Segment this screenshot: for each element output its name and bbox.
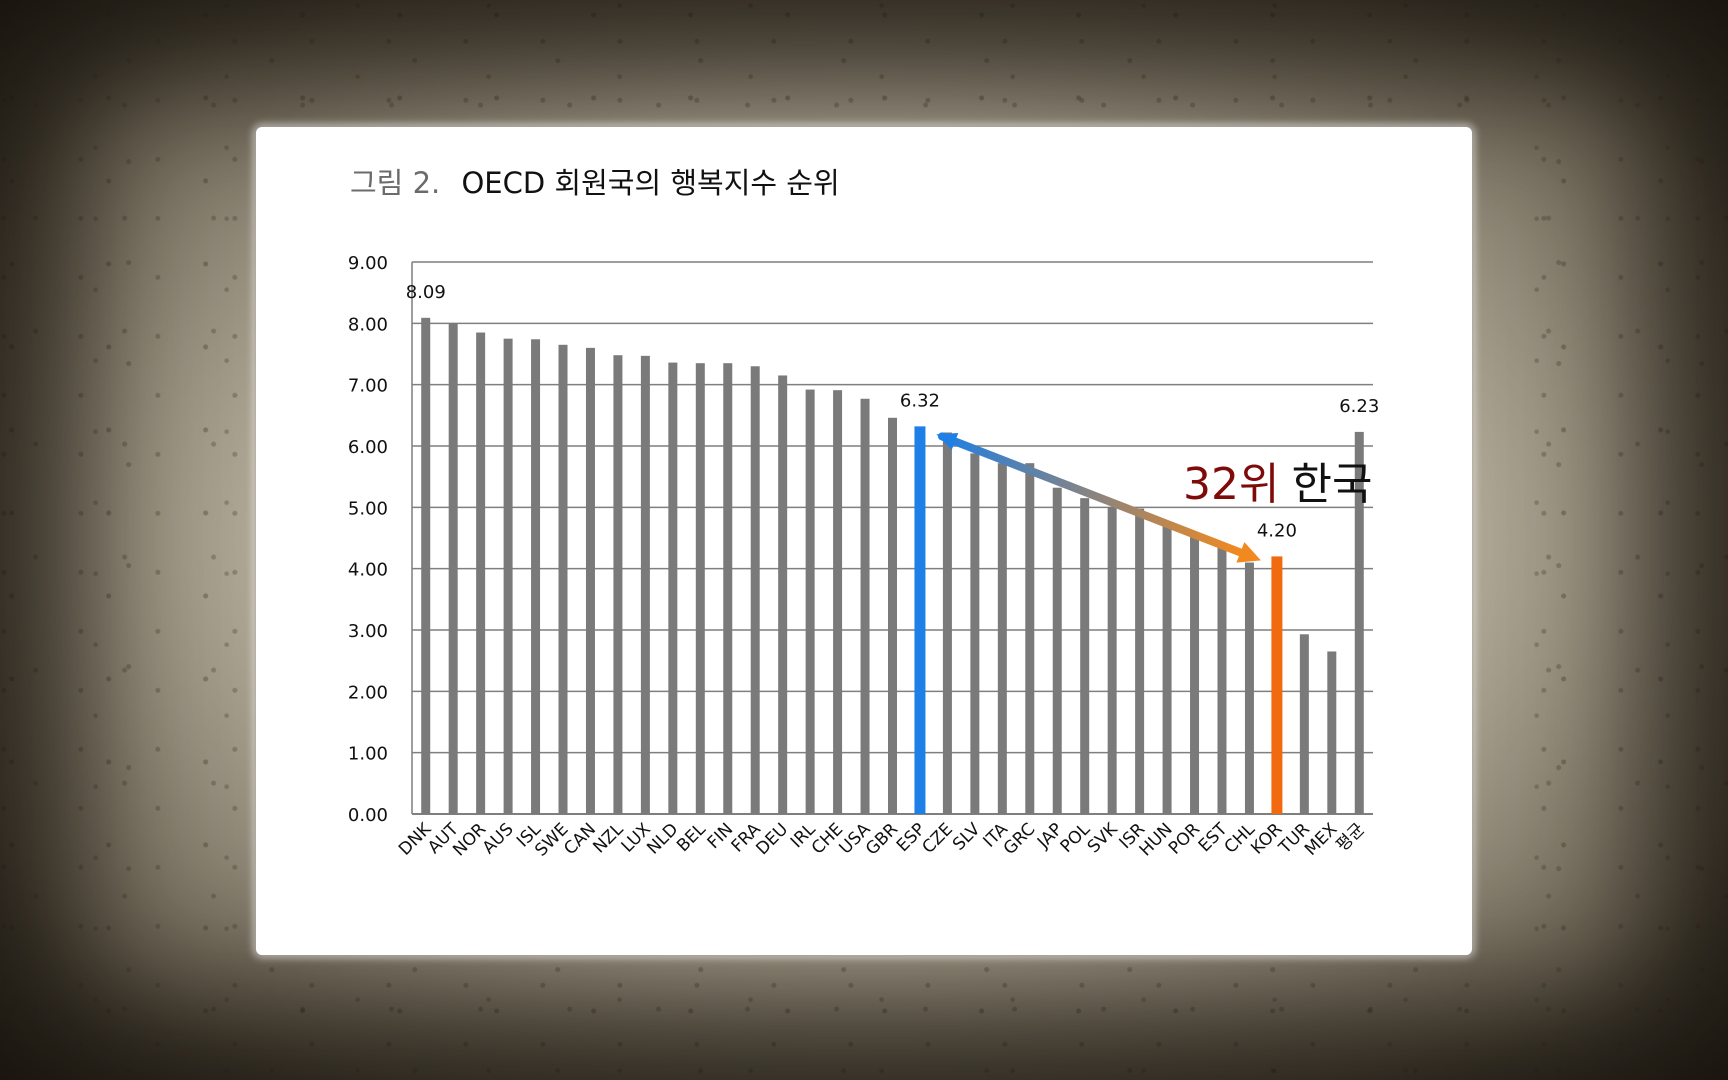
y-tick-label: 5.00: [348, 498, 388, 519]
bars: [421, 317, 1364, 814]
bar-FIN: [723, 363, 733, 814]
bar-POR: [1190, 536, 1200, 814]
bar-AUS: [503, 338, 513, 814]
bar-CHE: [833, 390, 843, 814]
bar-ESP: [914, 426, 926, 814]
bar-KOR: [1271, 556, 1283, 814]
bar-EST: [1217, 547, 1227, 814]
y-tick-label: 0.00: [348, 805, 388, 826]
bar-GRC: [1025, 463, 1035, 814]
annotation-arrow: [936, 432, 1261, 563]
bar-SWE: [558, 344, 568, 814]
bar-NLD: [668, 362, 678, 814]
y-tick-label: 4.00: [348, 560, 388, 581]
figure-number: 그림 2.: [350, 166, 441, 200]
bar-FRA: [750, 366, 760, 814]
y-tick-label: 2.00: [348, 682, 388, 703]
bar-ISR: [1135, 508, 1145, 814]
bar-SLV: [970, 453, 980, 814]
y-tick-label: 7.00: [348, 376, 388, 397]
bar-GBR: [888, 417, 897, 814]
x-tick-label: AUS: [479, 819, 518, 858]
figure-title-text: OECD 회원국의 행복지수 순위: [461, 166, 840, 200]
y-tick-label: 6.00: [348, 437, 388, 458]
bar-ITA: [997, 463, 1007, 814]
rank-number: 32: [1183, 459, 1239, 510]
rank-country: 한국: [1291, 459, 1373, 510]
bar-HUN: [1162, 524, 1172, 814]
y-tick-label: 8.00: [348, 314, 388, 335]
bar-AUT: [448, 323, 458, 814]
bar-USA: [860, 398, 870, 814]
bar-IRL: [805, 389, 815, 814]
bar-TUR: [1299, 634, 1309, 814]
bar-SVK: [1107, 507, 1117, 814]
arrow-shaft: [937, 432, 1245, 557]
bar-MEX: [1327, 651, 1337, 814]
data-label: 6.23: [1339, 396, 1379, 417]
bar-ISL: [531, 339, 541, 814]
bar-CZE: [942, 432, 952, 814]
bar-CAN: [585, 347, 595, 814]
data-label: 6.32: [900, 390, 940, 411]
rank-suffix: 위: [1239, 459, 1280, 510]
bar-DEU: [778, 375, 788, 814]
bar-LUX: [640, 355, 650, 814]
x-tick-label: DEU: [752, 819, 792, 859]
bar-POL: [1080, 498, 1090, 814]
x-tick-label: GRC: [1000, 819, 1040, 859]
bar-NOR: [476, 332, 486, 814]
data-label: 8.09: [406, 282, 446, 303]
bar-BEL: [695, 363, 705, 814]
bar-DNK: [421, 317, 431, 814]
bar-평균: [1354, 431, 1364, 814]
figure-title: 그림 2. OECD 회원국의 행복지수 순위: [350, 160, 840, 200]
y-tick-label: 3.00: [348, 621, 388, 642]
arrow-head: [1236, 542, 1261, 563]
arrow-tail-head: [936, 433, 959, 450]
rank-callout: 32위 한국: [1183, 448, 1372, 512]
x-tick-label: 평균: [1333, 819, 1369, 855]
bar-JAP: [1052, 487, 1062, 814]
bar-NZL: [613, 355, 623, 814]
y-tick-label: 9.00: [348, 253, 388, 274]
bar-CHL: [1244, 562, 1254, 814]
y-tick-label: 1.00: [348, 744, 388, 765]
data-label: 4.20: [1257, 520, 1297, 541]
